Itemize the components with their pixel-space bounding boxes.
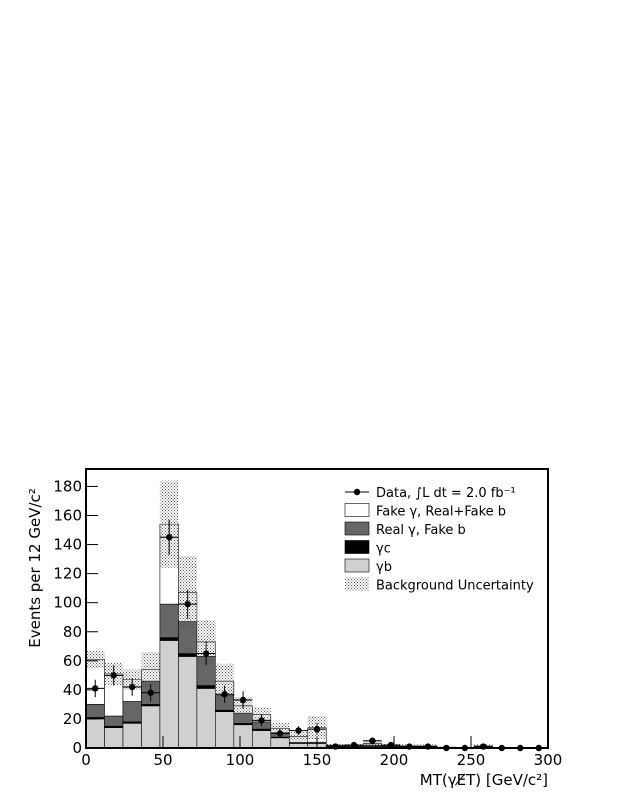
uncertainty-band bbox=[270, 722, 290, 735]
data-point bbox=[258, 717, 265, 724]
y-tick-label: 40 bbox=[63, 681, 82, 699]
legend-label: γb bbox=[376, 560, 392, 575]
data-point bbox=[239, 696, 247, 704]
data-point bbox=[184, 600, 191, 608]
x-tick-label: 250 bbox=[457, 751, 486, 769]
bar-segment bbox=[159, 640, 179, 749]
data-point bbox=[110, 672, 117, 679]
y-tick-label: 140 bbox=[53, 536, 82, 554]
bar-segment bbox=[85, 718, 105, 749]
data-point bbox=[276, 730, 284, 737]
uncertainty-band bbox=[141, 652, 160, 687]
x-axis-label: MT(γE̸T) [GeV/c²] bbox=[420, 771, 548, 789]
data-point bbox=[165, 534, 173, 541]
y-tick-label: 100 bbox=[53, 594, 82, 612]
legend-swatch bbox=[344, 540, 370, 554]
bar-segment bbox=[141, 705, 161, 749]
data-point bbox=[369, 737, 376, 744]
bar-segment bbox=[252, 730, 272, 749]
data-point bbox=[350, 741, 358, 749]
y-tick-label: 80 bbox=[63, 623, 82, 641]
uncertainty-band bbox=[289, 732, 308, 741]
x-tick-label: 100 bbox=[226, 751, 255, 769]
legend-swatch bbox=[344, 521, 370, 536]
legend-label: γc bbox=[376, 542, 391, 557]
bar-segment bbox=[104, 727, 124, 749]
bar-segment bbox=[104, 715, 124, 727]
x-tick-label: 50 bbox=[153, 751, 172, 769]
data-point bbox=[92, 685, 99, 692]
y-tick-label: 0 bbox=[72, 739, 82, 757]
bar-segment bbox=[159, 603, 179, 638]
y-tick-label: 120 bbox=[53, 565, 82, 583]
bar-segment bbox=[178, 656, 198, 749]
data-point bbox=[387, 741, 395, 749]
data-point bbox=[295, 727, 302, 734]
data-point bbox=[147, 689, 154, 696]
x-tick-label: 0 bbox=[81, 751, 91, 769]
legend-label: Background Uncertainty bbox=[376, 579, 534, 594]
bar-segment bbox=[196, 688, 216, 749]
bar-segment bbox=[215, 711, 235, 749]
bar-segment bbox=[233, 712, 253, 724]
x-tick-label: 300 bbox=[534, 751, 563, 769]
data-point bbox=[202, 650, 210, 657]
uncertainty-band bbox=[86, 650, 105, 669]
x-tick-label: 200 bbox=[380, 751, 409, 769]
legend-label: Data, ∫L dt = 2.0 fb⁻¹ bbox=[376, 486, 516, 501]
legend-swatch bbox=[345, 577, 369, 591]
bar-segment bbox=[270, 737, 290, 749]
bar-segment bbox=[85, 704, 105, 718]
y-tick-label: 160 bbox=[53, 507, 82, 525]
y-tick-label: 60 bbox=[63, 652, 82, 670]
bar-segment bbox=[122, 701, 142, 723]
data-point bbox=[221, 691, 228, 698]
data-point bbox=[313, 725, 321, 733]
data-point bbox=[129, 683, 136, 691]
y-axis-label: Events per 12 GeV/c² bbox=[26, 488, 44, 648]
bar-segment bbox=[178, 653, 198, 657]
legend-swatch bbox=[344, 503, 370, 517]
legend-swatch bbox=[344, 558, 370, 573]
legend-marker bbox=[353, 488, 361, 496]
legend-label: Real γ, Fake b bbox=[376, 523, 466, 538]
uncertainty-band bbox=[215, 663, 234, 699]
legend-label: Fake γ, Real+Fake b bbox=[376, 505, 506, 520]
bar-segment bbox=[159, 637, 179, 641]
bar-segment bbox=[122, 722, 142, 749]
bar-segment bbox=[233, 724, 253, 749]
y-tick-label: 20 bbox=[63, 710, 82, 728]
y-tick-label: 180 bbox=[53, 477, 82, 495]
x-tick-label: 150 bbox=[303, 751, 332, 769]
bar-segment bbox=[196, 685, 216, 689]
